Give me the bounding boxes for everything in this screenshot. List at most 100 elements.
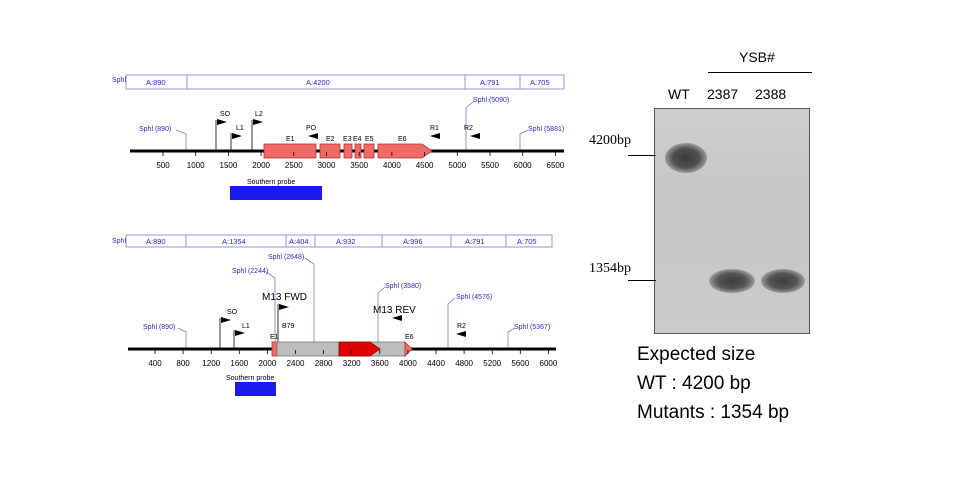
map2-primer-label: SO bbox=[227, 309, 238, 316]
map2-site-label: Sphl (2244) bbox=[232, 268, 268, 275]
blot-group-label: YSB# bbox=[739, 49, 775, 65]
map2-axis-ticks: 400 800 1200 1600 2000 2400 2800 3200 3600 4000 44… bbox=[148, 350, 558, 368]
map2-probe-label: Southern probe bbox=[226, 375, 274, 382]
primer-arrow-icon bbox=[308, 133, 318, 139]
exon-box bbox=[271, 341, 278, 357]
map1-segment: A:791 bbox=[480, 78, 500, 87]
axis-tick-label: 800 bbox=[176, 359, 190, 368]
map1-southern-probe bbox=[230, 186, 322, 200]
map1-segment: A:890 bbox=[146, 78, 166, 87]
exon-arrow bbox=[377, 143, 433, 159]
axis-tick-label: 5000 bbox=[448, 161, 466, 170]
axis-tick-label: 1200 bbox=[202, 359, 220, 368]
axis-tick-label: 5600 bbox=[511, 359, 529, 368]
map2-primer-label: L1 bbox=[242, 323, 250, 330]
map2-segment: A:996 bbox=[403, 237, 423, 246]
map2-site-label: Sphl (5367) bbox=[514, 324, 550, 331]
exon-box bbox=[343, 143, 353, 159]
axis-tick-label: 6000 bbox=[514, 161, 532, 170]
axis-tick-label: 6000 bbox=[540, 359, 558, 368]
map1-segment: A:4200 bbox=[306, 78, 330, 87]
map1-sphl-label: Sphl bbox=[112, 77, 126, 84]
map1-segment: A:705 bbox=[530, 78, 550, 87]
axis-tick-label: 5500 bbox=[481, 161, 499, 170]
axis-tick-label: 3600 bbox=[371, 359, 389, 368]
axis-tick-label: 3200 bbox=[343, 359, 361, 368]
map2-site-label: Sphl (4576) bbox=[456, 294, 492, 301]
primer-arrow-icon bbox=[232, 133, 242, 139]
map1-exon-label: E2 bbox=[326, 136, 335, 143]
axis-tick-label: 500 bbox=[156, 161, 170, 170]
caption-line: WT : 4200 bp bbox=[637, 373, 751, 394]
axis-tick-label: 5200 bbox=[483, 359, 501, 368]
map2-sphl-label: Sphl bbox=[112, 238, 126, 245]
primer-arrow-icon bbox=[392, 315, 402, 321]
map1-site-label: Sphl (5881) bbox=[528, 126, 564, 133]
exon-box bbox=[319, 143, 341, 159]
map1-axis-ticks: 500 1000 1500 2000 2500 3000 3500 4000 4500 5000 5… bbox=[156, 152, 565, 170]
map2-segment: A:404 bbox=[289, 237, 309, 246]
map2-m13-fwd-label: M13 FWD bbox=[262, 292, 307, 303]
marker-tick bbox=[628, 155, 656, 156]
primer-arrow-icon bbox=[235, 330, 245, 336]
map2-exon-label: E6 bbox=[405, 334, 414, 341]
blot-group-line bbox=[708, 72, 812, 73]
primer-arrow-icon bbox=[456, 331, 466, 337]
caption-line: Mutants : 1354 bp bbox=[637, 402, 790, 423]
primer-arrow-icon bbox=[217, 119, 227, 125]
map2-segment: A:791 bbox=[465, 237, 485, 246]
map1-primer-label: R1 bbox=[430, 125, 439, 132]
map1-exon-label: E3 bbox=[343, 136, 352, 143]
axis-tick-label: 1600 bbox=[230, 359, 248, 368]
axis-tick-label: 2000 bbox=[252, 161, 270, 170]
map1-probe-label: Southern probe bbox=[247, 179, 295, 186]
map2-primer-label: R2 bbox=[457, 323, 466, 330]
map2-segment: A:1354 bbox=[222, 237, 246, 246]
map1-primer-label: SO bbox=[220, 111, 231, 118]
map1-exon-label: E1 bbox=[286, 136, 295, 143]
map1-primer-label: R2 bbox=[464, 125, 473, 132]
lane-label: 2387 bbox=[707, 86, 739, 102]
primer-arrow-icon bbox=[470, 133, 480, 139]
map2-site-label: Sphl (890) bbox=[143, 324, 175, 331]
map2-segment-bar bbox=[125, 234, 553, 248]
band-2387-1354 bbox=[709, 269, 755, 293]
insert-arrow bbox=[338, 341, 381, 357]
axis-tick-label: 4800 bbox=[455, 359, 473, 368]
band-2388-1354 bbox=[761, 269, 805, 293]
map1-site-label: Sphl (890) bbox=[139, 126, 171, 133]
map2-exon-label: E1 bbox=[270, 334, 279, 341]
map2-segment: A:705 bbox=[517, 237, 537, 246]
map2-site-label: Sphl (2648) bbox=[268, 254, 304, 261]
map1-exon-label: E6 bbox=[398, 136, 407, 143]
exon-box bbox=[363, 143, 375, 159]
caption-line: Expected size bbox=[637, 344, 756, 365]
lane-label: 2388 bbox=[755, 86, 787, 102]
marker-tick bbox=[628, 280, 656, 281]
map2-site-label: Sphl (3580) bbox=[385, 283, 421, 290]
axis-tick-label: 400 bbox=[148, 359, 162, 368]
map2-mutant: Sphl A:890 A:1354 A:404 A:932 A:996 A:79… bbox=[112, 234, 558, 396]
axis-tick-label: 4000 bbox=[399, 359, 417, 368]
axis-tick-label: 2500 bbox=[285, 161, 303, 170]
map2-segment: A:890 bbox=[146, 237, 166, 246]
primer-arrow-icon bbox=[253, 119, 263, 125]
marker-label-1354: 1354bp bbox=[589, 261, 631, 276]
exon-arrow bbox=[404, 341, 413, 357]
axis-tick-label: 4500 bbox=[416, 161, 434, 170]
primer-arrow-icon bbox=[430, 133, 440, 139]
map2-southern-probe bbox=[235, 382, 276, 396]
map1-wildtype: Sphl A:890 A:4200 A:791 A:705 Sphl (890)… bbox=[112, 74, 565, 200]
map1-primer-label: L1 bbox=[236, 125, 244, 132]
southern-blot-image bbox=[654, 108, 810, 334]
lane-label: WT bbox=[668, 86, 690, 102]
band-wt-4200 bbox=[665, 143, 707, 173]
map1-segment-bar bbox=[125, 74, 565, 90]
map1-exon-label: E5 bbox=[365, 136, 374, 143]
axis-tick-label: 1500 bbox=[220, 161, 238, 170]
primer-arrow-icon bbox=[279, 304, 289, 310]
map1-site-label: Sphl (5090) bbox=[473, 97, 509, 104]
axis-tick-label: 6500 bbox=[547, 161, 565, 170]
axis-tick-label: 3000 bbox=[318, 161, 336, 170]
axis-tick-label: 1000 bbox=[187, 161, 205, 170]
